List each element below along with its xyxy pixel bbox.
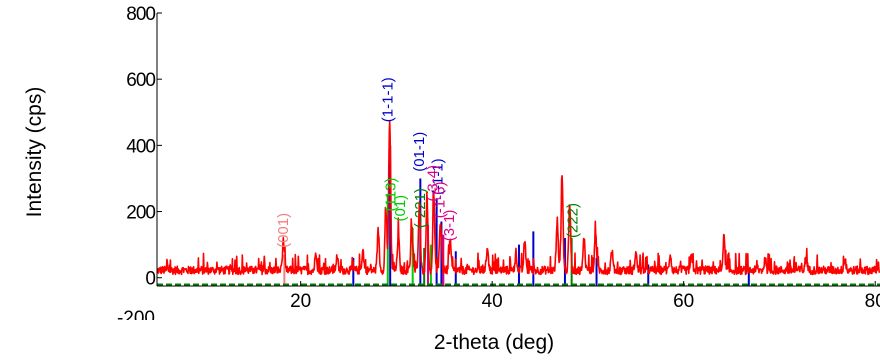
peak-annotation: (3-1) xyxy=(441,210,458,242)
peak-annotation: (01) xyxy=(392,195,409,222)
y-tick-label-clipped: -200 xyxy=(117,308,155,329)
axes xyxy=(156,13,880,287)
ticks: 204060800200400600800-200 xyxy=(117,4,880,329)
peak-annotation: (-221) xyxy=(412,188,429,228)
x-tick-label: 20 xyxy=(290,291,311,312)
y-tick-label: 400 xyxy=(126,136,155,157)
peak-annotation: (01-1) xyxy=(411,132,428,172)
y-tick-label: -200 xyxy=(117,308,155,329)
x-tick-label: 40 xyxy=(482,291,503,312)
peak-annotation: (-3-4) xyxy=(425,165,442,202)
y-tick-label: 600 xyxy=(126,70,155,91)
peak-annotation: (-1-5) xyxy=(431,182,448,219)
x-tick-label: 60 xyxy=(673,291,694,312)
x-tick-label: 80 xyxy=(865,291,880,312)
peak-annotation: (1-1-1) xyxy=(380,77,397,122)
peak-annotations: (1-1-1)(01-1)(-1-1)(001)(113)(01) (-221)(… xyxy=(275,77,581,248)
x-axis-title: 2-theta (deg) xyxy=(434,331,554,354)
peak-annotation: (-1-1) xyxy=(429,158,446,195)
y-axis-title: Intensity (cps) xyxy=(23,87,46,218)
y-tick-label: 0 xyxy=(145,269,155,290)
peak-annotation: (113) xyxy=(382,178,399,212)
peak-annotation: (222) xyxy=(564,203,581,238)
y-tick-label: 200 xyxy=(126,203,155,224)
peak-annotation: (001) xyxy=(275,213,292,248)
measured-line xyxy=(157,120,880,276)
measured-pattern xyxy=(157,120,880,286)
y-tick-label: 800 xyxy=(126,4,155,25)
